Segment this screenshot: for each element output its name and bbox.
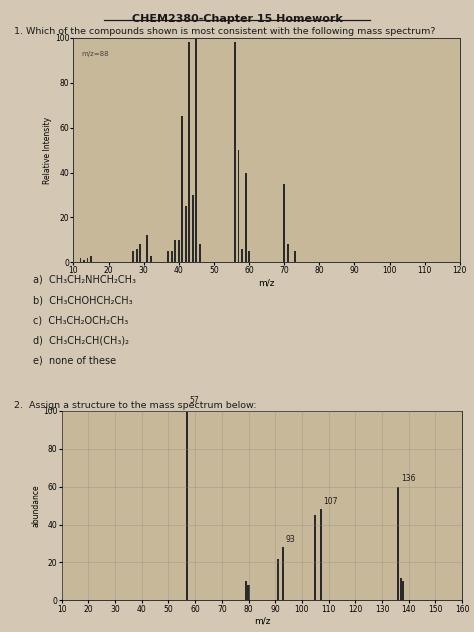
Bar bbox=[241, 249, 243, 262]
Bar bbox=[83, 260, 85, 262]
Bar bbox=[174, 240, 176, 262]
Text: a)  CH₃CH₂NHCH₂CH₃: a) CH₃CH₂NHCH₂CH₃ bbox=[33, 275, 136, 285]
Text: 57: 57 bbox=[190, 396, 200, 405]
Bar bbox=[90, 255, 92, 262]
Text: c)  CH₃CH₂OCH₂CH₃: c) CH₃CH₂OCH₂CH₃ bbox=[33, 315, 128, 325]
Bar bbox=[237, 150, 239, 262]
Bar bbox=[136, 249, 137, 262]
Bar bbox=[167, 251, 169, 262]
Text: m/z=88: m/z=88 bbox=[81, 51, 109, 57]
Bar bbox=[247, 585, 250, 600]
Bar bbox=[234, 42, 236, 262]
Bar bbox=[139, 245, 141, 262]
Text: d)  CH₃CH₂CH(CH₃)₂: d) CH₃CH₂CH(CH₃)₂ bbox=[33, 336, 129, 346]
Bar bbox=[294, 251, 296, 262]
Bar bbox=[150, 255, 152, 262]
Text: 93: 93 bbox=[286, 535, 296, 544]
Bar bbox=[185, 206, 187, 262]
Bar bbox=[245, 173, 246, 262]
Bar bbox=[245, 581, 247, 600]
Bar bbox=[277, 559, 279, 600]
Bar bbox=[178, 240, 180, 262]
Text: 136: 136 bbox=[401, 474, 415, 483]
Bar bbox=[282, 547, 284, 600]
Text: e)  none of these: e) none of these bbox=[33, 356, 116, 366]
Bar bbox=[80, 258, 82, 262]
Bar bbox=[199, 245, 201, 262]
Bar bbox=[192, 195, 194, 262]
Text: CHEM2380-Chapter 15 Homework: CHEM2380-Chapter 15 Homework bbox=[132, 14, 342, 24]
Y-axis label: Relative Intensity: Relative Intensity bbox=[43, 116, 52, 184]
Bar bbox=[195, 38, 197, 262]
Bar bbox=[182, 116, 183, 262]
Text: b)  CH₃CHOHCH₂CH₃: b) CH₃CHOHCH₂CH₃ bbox=[33, 295, 133, 305]
Bar bbox=[186, 411, 188, 600]
Bar bbox=[287, 245, 289, 262]
Bar bbox=[146, 235, 148, 262]
Text: 107: 107 bbox=[323, 497, 338, 506]
X-axis label: m/z: m/z bbox=[254, 616, 270, 625]
Text: 1. Which of the compounds shown is most consistent with the following mass spect: 1. Which of the compounds shown is most … bbox=[14, 27, 436, 36]
X-axis label: m/z: m/z bbox=[258, 278, 275, 287]
Bar bbox=[171, 251, 173, 262]
Bar bbox=[402, 581, 404, 600]
Bar bbox=[319, 509, 322, 600]
Bar bbox=[283, 184, 285, 262]
Bar bbox=[400, 578, 402, 600]
Bar bbox=[132, 251, 134, 262]
Bar bbox=[188, 42, 191, 262]
Bar bbox=[314, 515, 316, 600]
Bar bbox=[248, 251, 250, 262]
Y-axis label: abundance: abundance bbox=[31, 484, 40, 527]
Text: 2.  Assign a structure to the mass spectrum below:: 2. Assign a structure to the mass spectr… bbox=[14, 401, 257, 410]
Bar bbox=[397, 487, 399, 600]
Bar bbox=[87, 258, 89, 262]
